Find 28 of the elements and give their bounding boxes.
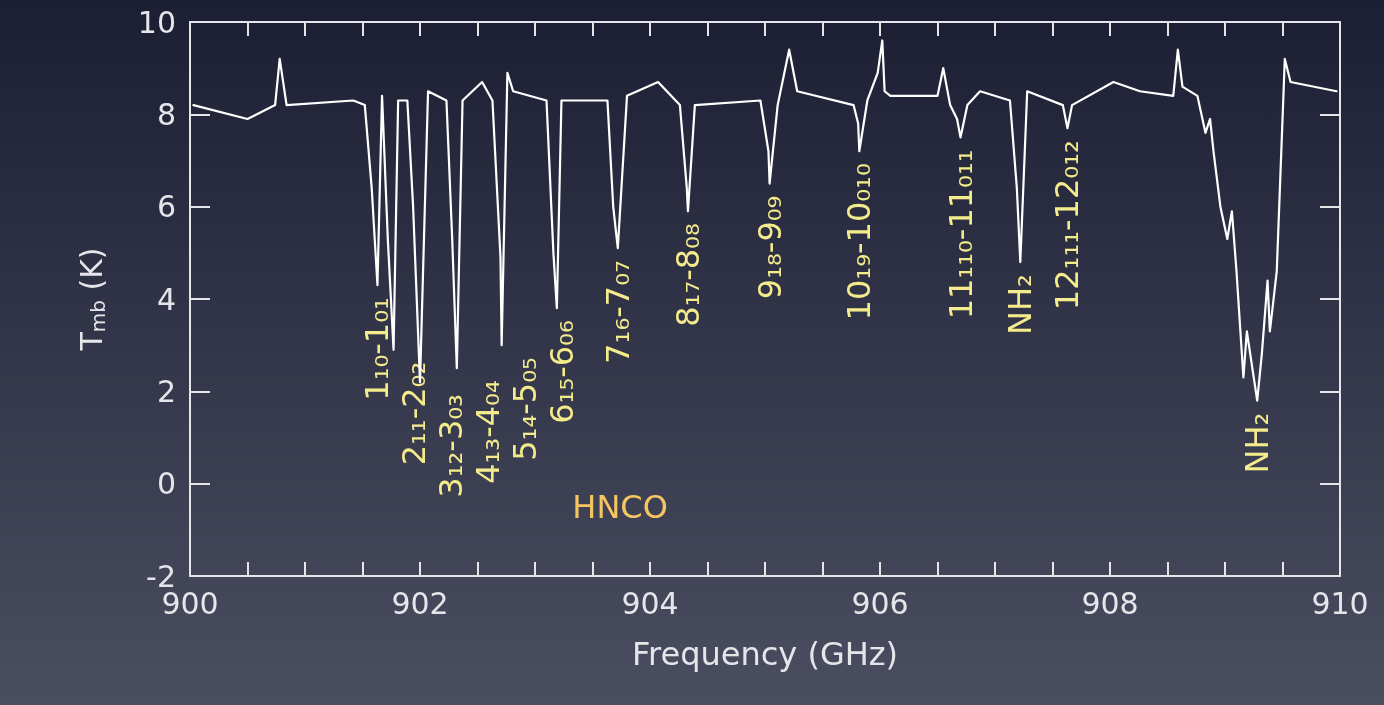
annotation: 10₁₉-10₀₁₀ [840,163,879,321]
x-tick-label: 902 [391,585,449,621]
annotation: 7₁₆-7₀₇ [598,260,637,364]
y-tick-label: 0 [156,466,176,502]
x-tick-label: 904 [621,585,679,621]
y-tick-label: 6 [156,189,176,225]
y-axis-title: Tmb (K) [73,247,110,352]
y-tick-label: 2 [156,373,176,409]
annotation: 4₁₃-4₀₄ [469,380,508,484]
annotation: 6₁₅-6₀₆ [543,320,582,424]
annotation: NH₂ [1238,412,1277,474]
annotation: HNCO [572,487,668,526]
annotation: 8₁₇-8₀₈ [668,223,707,327]
x-tick-label: 906 [851,585,909,621]
x-axis-title: Frequency (GHz) [631,635,899,673]
annotation: 12₁₁₁-12₀₁₂ [1048,140,1087,311]
annotation: 9₁₈-9₀₉ [750,195,789,300]
y-tick-label: 8 [156,96,176,132]
annotation: 11₁₁₀-11₀₁₁ [941,149,980,320]
annotation: 2₁₁-2₀₂ [395,361,434,466]
annotation: NH₂ [1001,274,1040,335]
x-tick-label: 910 [1311,585,1369,621]
x-tick-label: 908 [1081,585,1139,621]
annotation: 3₁₂-3₀₃ [432,394,471,498]
annotation: 1₁₀-1₀₁ [358,297,397,401]
annotation: 5₁₄-5₀₅ [506,357,545,461]
y-tick-label: 4 [156,281,176,317]
y-tick-label: 10 [137,4,176,40]
